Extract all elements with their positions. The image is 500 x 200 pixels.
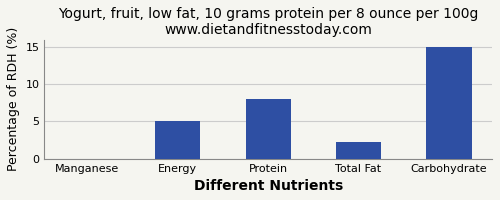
- Bar: [426, 47, 472, 159]
- Y-axis label: Percentage of RDH (%): Percentage of RDH (%): [7, 27, 20, 171]
- Bar: [246, 99, 290, 159]
- Title: Yogurt, fruit, low fat, 10 grams protein per 8 ounce per 100g
www.dietandfitness: Yogurt, fruit, low fat, 10 grams protein…: [58, 7, 478, 37]
- Bar: [155, 121, 200, 159]
- X-axis label: Different Nutrients: Different Nutrients: [194, 179, 343, 193]
- Bar: [336, 142, 381, 159]
